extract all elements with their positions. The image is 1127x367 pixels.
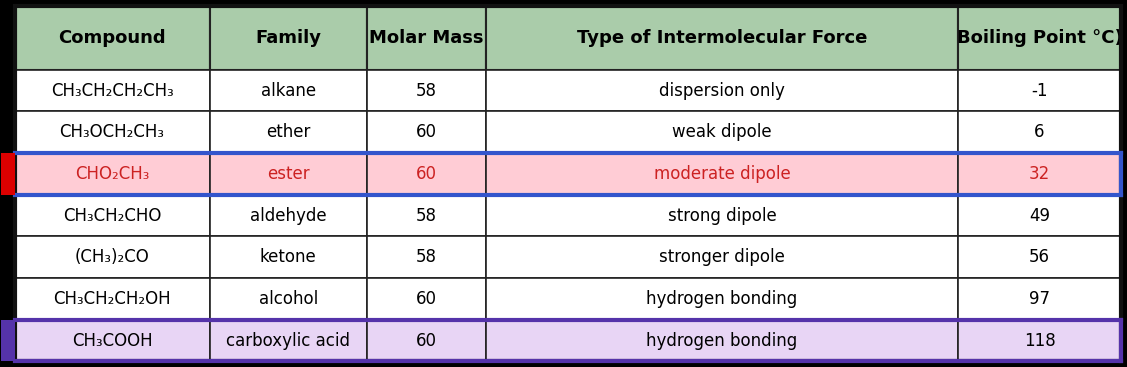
Bar xyxy=(486,195,958,236)
Text: CH₃OCH₂CH₃: CH₃OCH₂CH₃ xyxy=(60,123,165,141)
Bar xyxy=(366,6,486,70)
Bar xyxy=(15,70,210,112)
Bar xyxy=(486,236,958,278)
Text: dispersion only: dispersion only xyxy=(659,81,786,99)
Bar xyxy=(958,112,1121,153)
Text: carboxylic acid: carboxylic acid xyxy=(227,332,350,350)
Text: hydrogen bonding: hydrogen bonding xyxy=(647,290,798,308)
Bar xyxy=(210,6,366,70)
Bar xyxy=(15,112,210,153)
Bar xyxy=(366,236,486,278)
Text: 97: 97 xyxy=(1029,290,1050,308)
Bar xyxy=(210,236,366,278)
Bar xyxy=(210,195,366,236)
Text: ester: ester xyxy=(267,165,310,183)
Bar xyxy=(366,112,486,153)
Bar xyxy=(210,320,366,361)
Text: CH₃CH₂CH₂CH₃: CH₃CH₂CH₂CH₃ xyxy=(51,81,174,99)
Text: 118: 118 xyxy=(1023,332,1056,350)
Bar xyxy=(366,195,486,236)
Text: 56: 56 xyxy=(1029,248,1050,266)
Bar xyxy=(366,278,486,320)
Bar xyxy=(486,278,958,320)
Bar xyxy=(1,320,15,361)
Text: Family: Family xyxy=(255,29,321,47)
Bar xyxy=(1,153,15,195)
Bar xyxy=(958,6,1121,70)
Bar xyxy=(958,236,1121,278)
Bar xyxy=(486,320,958,361)
Text: Type of Intermolecular Force: Type of Intermolecular Force xyxy=(577,29,868,47)
Text: alkane: alkane xyxy=(260,81,316,99)
Text: ketone: ketone xyxy=(260,248,317,266)
Bar xyxy=(958,320,1121,361)
Bar xyxy=(366,70,486,112)
Text: Boiling Point °C): Boiling Point °C) xyxy=(957,29,1122,47)
Text: CH₃COOH: CH₃COOH xyxy=(72,332,152,350)
Bar xyxy=(210,153,366,195)
Bar xyxy=(15,278,210,320)
Bar xyxy=(486,112,958,153)
Text: CHO₂CH₃: CHO₂CH₃ xyxy=(74,165,149,183)
Text: ether: ether xyxy=(266,123,310,141)
Bar xyxy=(486,6,958,70)
Bar xyxy=(958,70,1121,112)
Text: 32: 32 xyxy=(1029,165,1050,183)
Text: 6: 6 xyxy=(1035,123,1045,141)
Bar xyxy=(958,278,1121,320)
Text: Molar Mass: Molar Mass xyxy=(370,29,483,47)
Text: 58: 58 xyxy=(416,248,437,266)
Text: CH₃CH₂CHO: CH₃CH₂CHO xyxy=(63,207,161,225)
Bar xyxy=(210,278,366,320)
Bar xyxy=(15,320,210,361)
Text: aldehyde: aldehyde xyxy=(250,207,327,225)
Text: CH₃CH₂CH₂OH: CH₃CH₂CH₂OH xyxy=(53,290,171,308)
Text: -1: -1 xyxy=(1031,81,1048,99)
Bar xyxy=(15,6,210,70)
Text: moderate dipole: moderate dipole xyxy=(654,165,790,183)
Text: 60: 60 xyxy=(416,165,437,183)
Bar xyxy=(15,236,210,278)
Text: 58: 58 xyxy=(416,207,437,225)
Text: strong dipole: strong dipole xyxy=(667,207,777,225)
Bar xyxy=(210,112,366,153)
Text: weak dipole: weak dipole xyxy=(672,123,772,141)
Text: 58: 58 xyxy=(416,81,437,99)
Text: (CH₃)₂CO: (CH₃)₂CO xyxy=(74,248,150,266)
Text: 60: 60 xyxy=(416,123,437,141)
Text: 60: 60 xyxy=(416,332,437,350)
Text: hydrogen bonding: hydrogen bonding xyxy=(647,332,798,350)
Text: 60: 60 xyxy=(416,290,437,308)
Text: 49: 49 xyxy=(1029,207,1050,225)
Bar xyxy=(958,195,1121,236)
Bar xyxy=(958,153,1121,195)
Bar xyxy=(210,70,366,112)
Bar xyxy=(486,153,958,195)
Bar xyxy=(366,153,486,195)
Text: stronger dipole: stronger dipole xyxy=(659,248,786,266)
Text: alcohol: alcohol xyxy=(258,290,318,308)
Bar xyxy=(15,195,210,236)
Text: Compound: Compound xyxy=(59,29,166,47)
Bar xyxy=(15,153,210,195)
Bar xyxy=(366,320,486,361)
Bar xyxy=(486,70,958,112)
